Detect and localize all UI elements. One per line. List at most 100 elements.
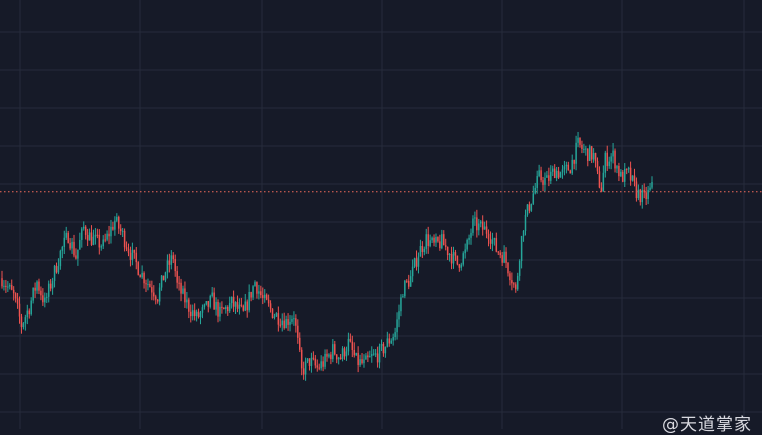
- candle: [86, 228, 89, 247]
- candle: [219, 302, 221, 322]
- candle: [302, 361, 305, 380]
- candle: [203, 303, 206, 310]
- candle-body: [26, 310, 29, 318]
- candle: [349, 333, 352, 343]
- candle-body: [413, 258, 416, 267]
- candle-body: [7, 286, 9, 288]
- candle-body: [88, 232, 91, 241]
- candle: [211, 287, 213, 298]
- candle-body: [544, 177, 546, 185]
- candle-body: [371, 354, 373, 357]
- candle-body: [275, 313, 278, 317]
- candle: [548, 167, 550, 187]
- candle-body: [443, 234, 445, 246]
- candle-body: [269, 303, 272, 309]
- candle-body: [404, 280, 406, 297]
- candle: [382, 342, 385, 357]
- candle: [550, 165, 552, 185]
- candle-body: [248, 292, 250, 311]
- candle: [96, 228, 99, 239]
- candle: [190, 304, 192, 323]
- candle: [557, 166, 560, 180]
- candle-body: [406, 280, 408, 282]
- candle: [620, 169, 622, 178]
- candle-body: [487, 233, 490, 239]
- candle-body: [573, 159, 575, 164]
- candle: [398, 304, 400, 328]
- candle: [267, 294, 270, 307]
- candle: [20, 313, 23, 334]
- candle-body: [567, 164, 570, 171]
- candle: [359, 354, 361, 367]
- candle: [42, 288, 44, 306]
- candle-body: [232, 296, 235, 307]
- candle: [466, 238, 468, 252]
- candle: [596, 157, 599, 175]
- candle: [320, 355, 322, 371]
- candle: [287, 313, 289, 331]
- candle: [334, 340, 336, 356]
- candle: [563, 160, 566, 176]
- candle: [598, 166, 601, 189]
- candle: [577, 131, 579, 148]
- candle: [513, 282, 515, 288]
- candle-body: [73, 241, 75, 256]
- candle-body: [489, 238, 492, 244]
- candle: [79, 232, 81, 250]
- candle: [444, 238, 447, 251]
- candle-body: [575, 142, 577, 164]
- candle-body: [458, 264, 461, 268]
- candle: [495, 232, 498, 253]
- candle: [285, 315, 287, 329]
- candle: [417, 252, 420, 274]
- candle-body: [583, 148, 585, 150]
- candle-body: [322, 361, 324, 367]
- candle-body: [75, 255, 77, 259]
- candle: [248, 284, 250, 313]
- candle-body: [20, 316, 23, 328]
- candle: [411, 259, 414, 283]
- candle-body: [141, 272, 143, 278]
- candle-body: [302, 368, 305, 375]
- candle: [250, 291, 252, 302]
- candle: [534, 182, 536, 195]
- candle: [625, 168, 628, 175]
- candle: [606, 145, 608, 171]
- candle: [63, 230, 66, 255]
- candle-body: [156, 299, 159, 302]
- candle-body: [476, 217, 478, 231]
- candle-body: [530, 203, 533, 211]
- candle: [129, 246, 132, 267]
- candle-body: [569, 170, 572, 174]
- candle-body: [295, 318, 297, 326]
- candle-body: [205, 301, 208, 305]
- candle: [182, 285, 184, 295]
- candle-body: [22, 323, 25, 328]
- candle: [184, 281, 186, 308]
- candle-body: [178, 282, 180, 284]
- candle-body: [625, 168, 628, 170]
- candle: [345, 346, 348, 361]
- watermark-label: @天道掌家: [662, 415, 752, 435]
- candle-body: [435, 237, 437, 243]
- candle: [588, 144, 591, 162]
- candle: [166, 254, 169, 279]
- candle: [12, 286, 15, 301]
- candle-body: [90, 232, 93, 245]
- candle: [234, 301, 237, 314]
- candle: [413, 257, 416, 269]
- candle-body: [135, 252, 138, 263]
- candle: [384, 346, 387, 358]
- candle-body: [265, 294, 268, 300]
- candle-body: [42, 295, 44, 303]
- candle-body: [450, 254, 453, 264]
- candle: [299, 332, 301, 353]
- candle-body: [551, 168, 554, 172]
- candle: [458, 263, 461, 272]
- candle-body: [100, 246, 103, 248]
- candle: [376, 346, 379, 368]
- candle-body: [49, 283, 52, 289]
- candle: [441, 229, 443, 250]
- candle: [67, 230, 69, 244]
- candle: [92, 229, 95, 246]
